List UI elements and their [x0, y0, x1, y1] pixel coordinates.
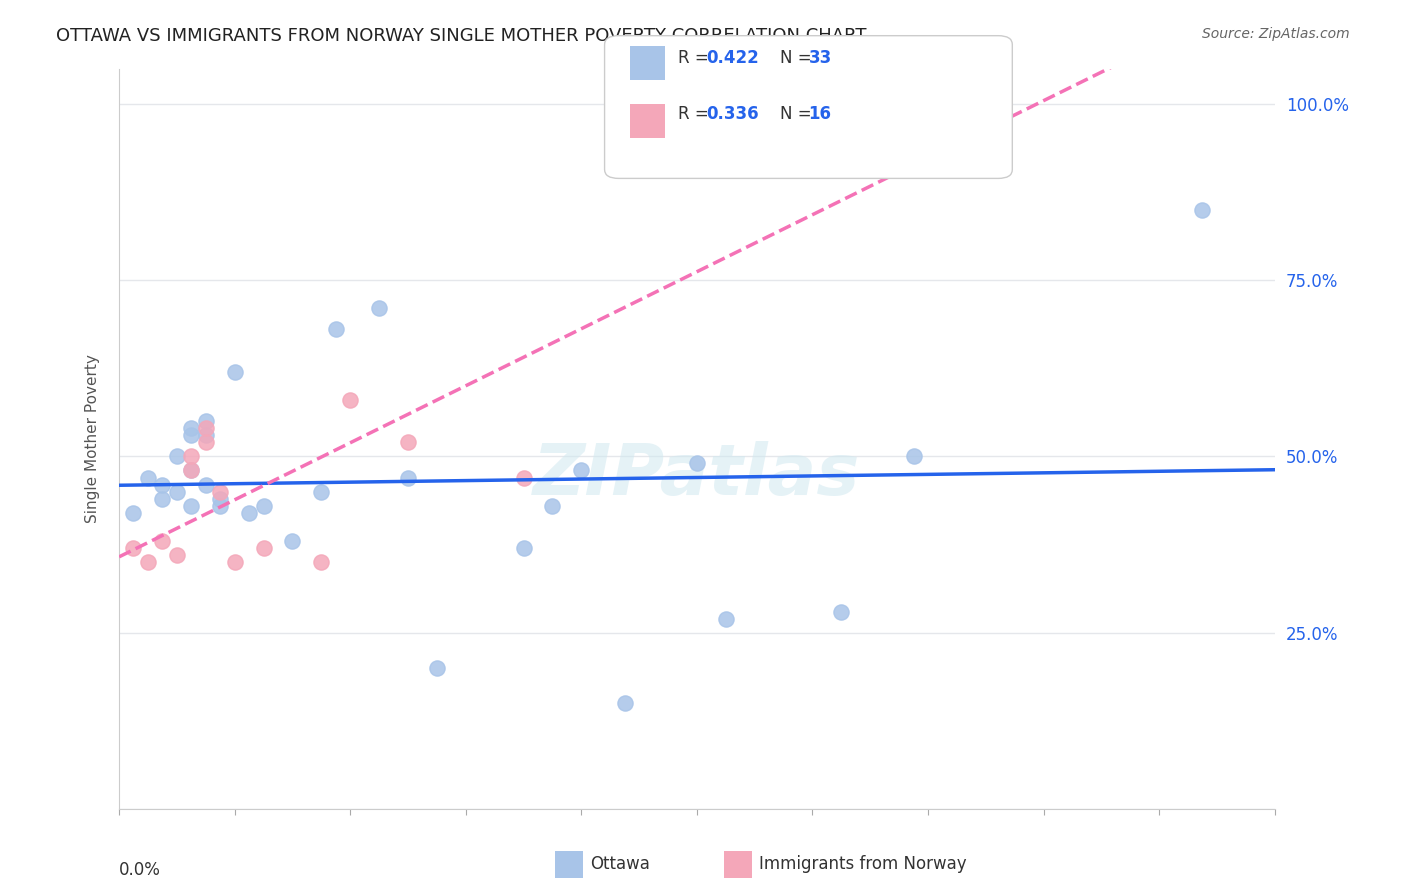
- Point: [686, 457, 709, 471]
- Text: N =: N =: [780, 105, 817, 123]
- Point: [166, 484, 188, 499]
- Text: R =: R =: [678, 105, 714, 123]
- Point: [311, 555, 333, 569]
- Point: [150, 534, 173, 549]
- Point: [830, 605, 852, 619]
- Point: [166, 450, 188, 464]
- Point: [512, 470, 534, 484]
- Point: [1191, 202, 1213, 217]
- Point: [339, 392, 361, 407]
- Point: [180, 463, 202, 477]
- Text: 33: 33: [808, 49, 832, 67]
- Point: [758, 132, 780, 146]
- Point: [194, 421, 217, 435]
- Text: ZIPatlas: ZIPatlas: [533, 442, 860, 510]
- Text: Ottawa: Ottawa: [591, 855, 651, 873]
- Text: Source: ZipAtlas.com: Source: ZipAtlas.com: [1202, 27, 1350, 41]
- Point: [136, 555, 159, 569]
- Point: [136, 470, 159, 484]
- Text: Immigrants from Norway: Immigrants from Norway: [759, 855, 967, 873]
- Point: [541, 499, 564, 513]
- Point: [396, 470, 419, 484]
- Point: [311, 484, 333, 499]
- Point: [180, 428, 202, 442]
- Point: [194, 477, 217, 491]
- Point: [238, 506, 260, 520]
- Point: [426, 661, 449, 675]
- Text: 0.0%: 0.0%: [120, 861, 160, 879]
- Text: OTTAWA VS IMMIGRANTS FROM NORWAY SINGLE MOTHER POVERTY CORRELATION CHART: OTTAWA VS IMMIGRANTS FROM NORWAY SINGLE …: [56, 27, 866, 45]
- Point: [194, 428, 217, 442]
- Point: [150, 477, 173, 491]
- Point: [180, 421, 202, 435]
- Point: [209, 484, 232, 499]
- Point: [903, 450, 925, 464]
- Text: R =: R =: [678, 49, 714, 67]
- Point: [209, 499, 232, 513]
- Point: [613, 696, 636, 710]
- Point: [180, 450, 202, 464]
- Point: [281, 534, 304, 549]
- Point: [569, 463, 592, 477]
- Text: 16: 16: [808, 105, 831, 123]
- Point: [252, 499, 274, 513]
- Point: [194, 414, 217, 428]
- Text: 0.336: 0.336: [706, 105, 758, 123]
- Point: [194, 435, 217, 450]
- Text: N =: N =: [780, 49, 817, 67]
- Point: [368, 301, 391, 316]
- Text: 0.422: 0.422: [706, 49, 759, 67]
- Point: [180, 499, 202, 513]
- Point: [224, 555, 246, 569]
- Point: [325, 322, 347, 336]
- Point: [209, 491, 232, 506]
- Point: [396, 435, 419, 450]
- Point: [166, 548, 188, 562]
- Point: [224, 365, 246, 379]
- Point: [122, 541, 145, 555]
- Point: [150, 491, 173, 506]
- Point: [512, 541, 534, 555]
- Point: [252, 541, 274, 555]
- Y-axis label: Single Mother Poverty: Single Mother Poverty: [86, 354, 100, 524]
- Point: [714, 611, 737, 625]
- Point: [122, 506, 145, 520]
- Point: [180, 463, 202, 477]
